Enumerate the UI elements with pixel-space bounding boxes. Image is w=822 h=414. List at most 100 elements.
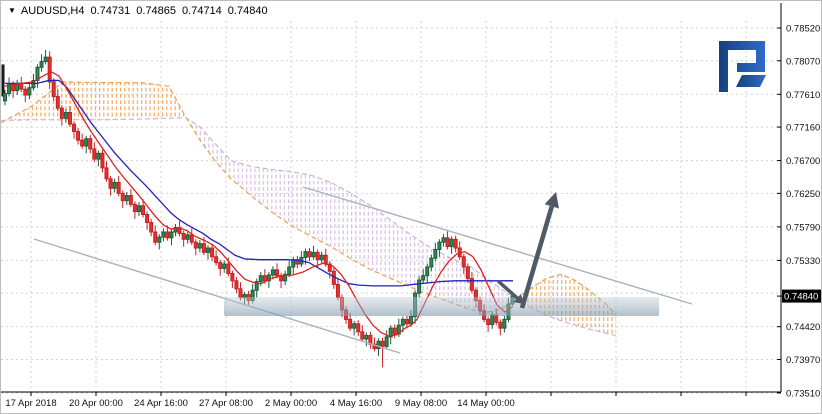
candle [181,232,186,240]
ohlc-open-value: 0.74731 [90,5,131,17]
candle [19,82,24,90]
candle [498,321,503,329]
time-axis-label: 17 Apr 2018 [5,398,56,409]
candle [352,323,357,329]
candle [218,262,223,269]
candle [323,254,328,265]
candle [380,340,385,347]
trend-channel-line-1[interactable] [302,186,693,305]
candle [222,263,227,269]
candle [23,88,28,96]
candle [409,315,413,325]
candle [31,79,36,89]
candle [230,273,235,282]
kijun-sen-line [5,79,513,287]
candle [461,256,466,268]
candle [238,288,243,299]
support-zone-band[interactable] [224,297,659,316]
price-axis-label: 0.77160 [786,123,820,134]
price-scale[interactable]: 0.78520 0.78070 0.77610 0.77160 0.76700 0.762… [777,24,822,400]
candle [392,327,397,335]
candle [437,241,442,250]
candle [161,231,166,238]
candle [149,222,154,233]
candle [262,275,267,282]
candle [490,314,495,325]
candle [100,152,105,169]
candle [43,56,48,63]
candle [315,251,320,261]
candle [486,318,491,325]
time-scale[interactable]: 17 Apr 2018 20 Apr 00:00 24 Apr 16:00 27 Ap… [5,392,747,409]
candle [112,181,117,189]
ohlc-low-value: 0.74714 [182,5,222,17]
time-axis-label: 9 May 08:00 [395,398,447,409]
candle [404,318,409,325]
candle [55,95,60,109]
candle [120,192,125,202]
candle [441,237,446,243]
candle [319,254,324,261]
candle [445,237,450,248]
candle [27,87,32,96]
candle [39,61,44,68]
candle [35,66,40,81]
price-axis-label: 0.77610 [786,90,820,101]
current-price-badge: 0.74840 [777,289,821,303]
trend-channel-line-2[interactable] [33,238,401,354]
candle [376,340,381,350]
candle [283,273,288,282]
price-axis-label: 0.75330 [786,256,820,267]
candle [201,243,206,253]
candle [157,236,162,243]
price-axis-label: 0.73510 [786,388,820,399]
candle [128,195,133,205]
candle [287,266,292,275]
ohlc-high-value: 0.74865 [136,5,177,17]
price-axis-label: 0.74420 [786,322,820,333]
senkou-span-a-line [1,81,617,316]
symbol-dropdown-icon[interactable]: ▼ [8,6,16,15]
price-axis-label: 0.78070 [786,56,820,67]
candle [335,283,340,299]
candle [388,327,393,338]
candle [400,318,405,326]
candle [327,263,332,272]
tenkan-sen-line [4,70,514,337]
candle [465,266,470,280]
up-arrow[interactable] [519,192,559,309]
candle [145,213,150,224]
candle [311,251,316,258]
price-axis-label: 0.76250 [786,189,820,200]
candle [270,269,275,276]
candle [59,107,64,119]
candle [433,248,438,259]
candle [11,83,16,92]
candle [108,178,113,189]
candle [254,281,259,291]
candle [449,238,454,248]
candle [92,148,97,160]
time-axis-label: 24 Apr 16:00 [134,398,188,409]
candle [104,167,109,180]
candle [189,234,194,243]
candle [88,138,93,150]
price-axis-label: 0.76700 [786,156,820,167]
candle [76,130,81,141]
down-arrow[interactable] [496,279,524,304]
candle [96,152,101,160]
candle [429,257,434,268]
candle [364,334,369,340]
candle [502,318,507,329]
candle [136,205,141,213]
candle [206,247,210,253]
candle [421,275,426,281]
candle [169,231,174,239]
candle [303,251,308,258]
candle [141,205,146,215]
candle [47,56,52,83]
candle [185,234,190,240]
candle [197,243,202,249]
candle [67,112,72,125]
